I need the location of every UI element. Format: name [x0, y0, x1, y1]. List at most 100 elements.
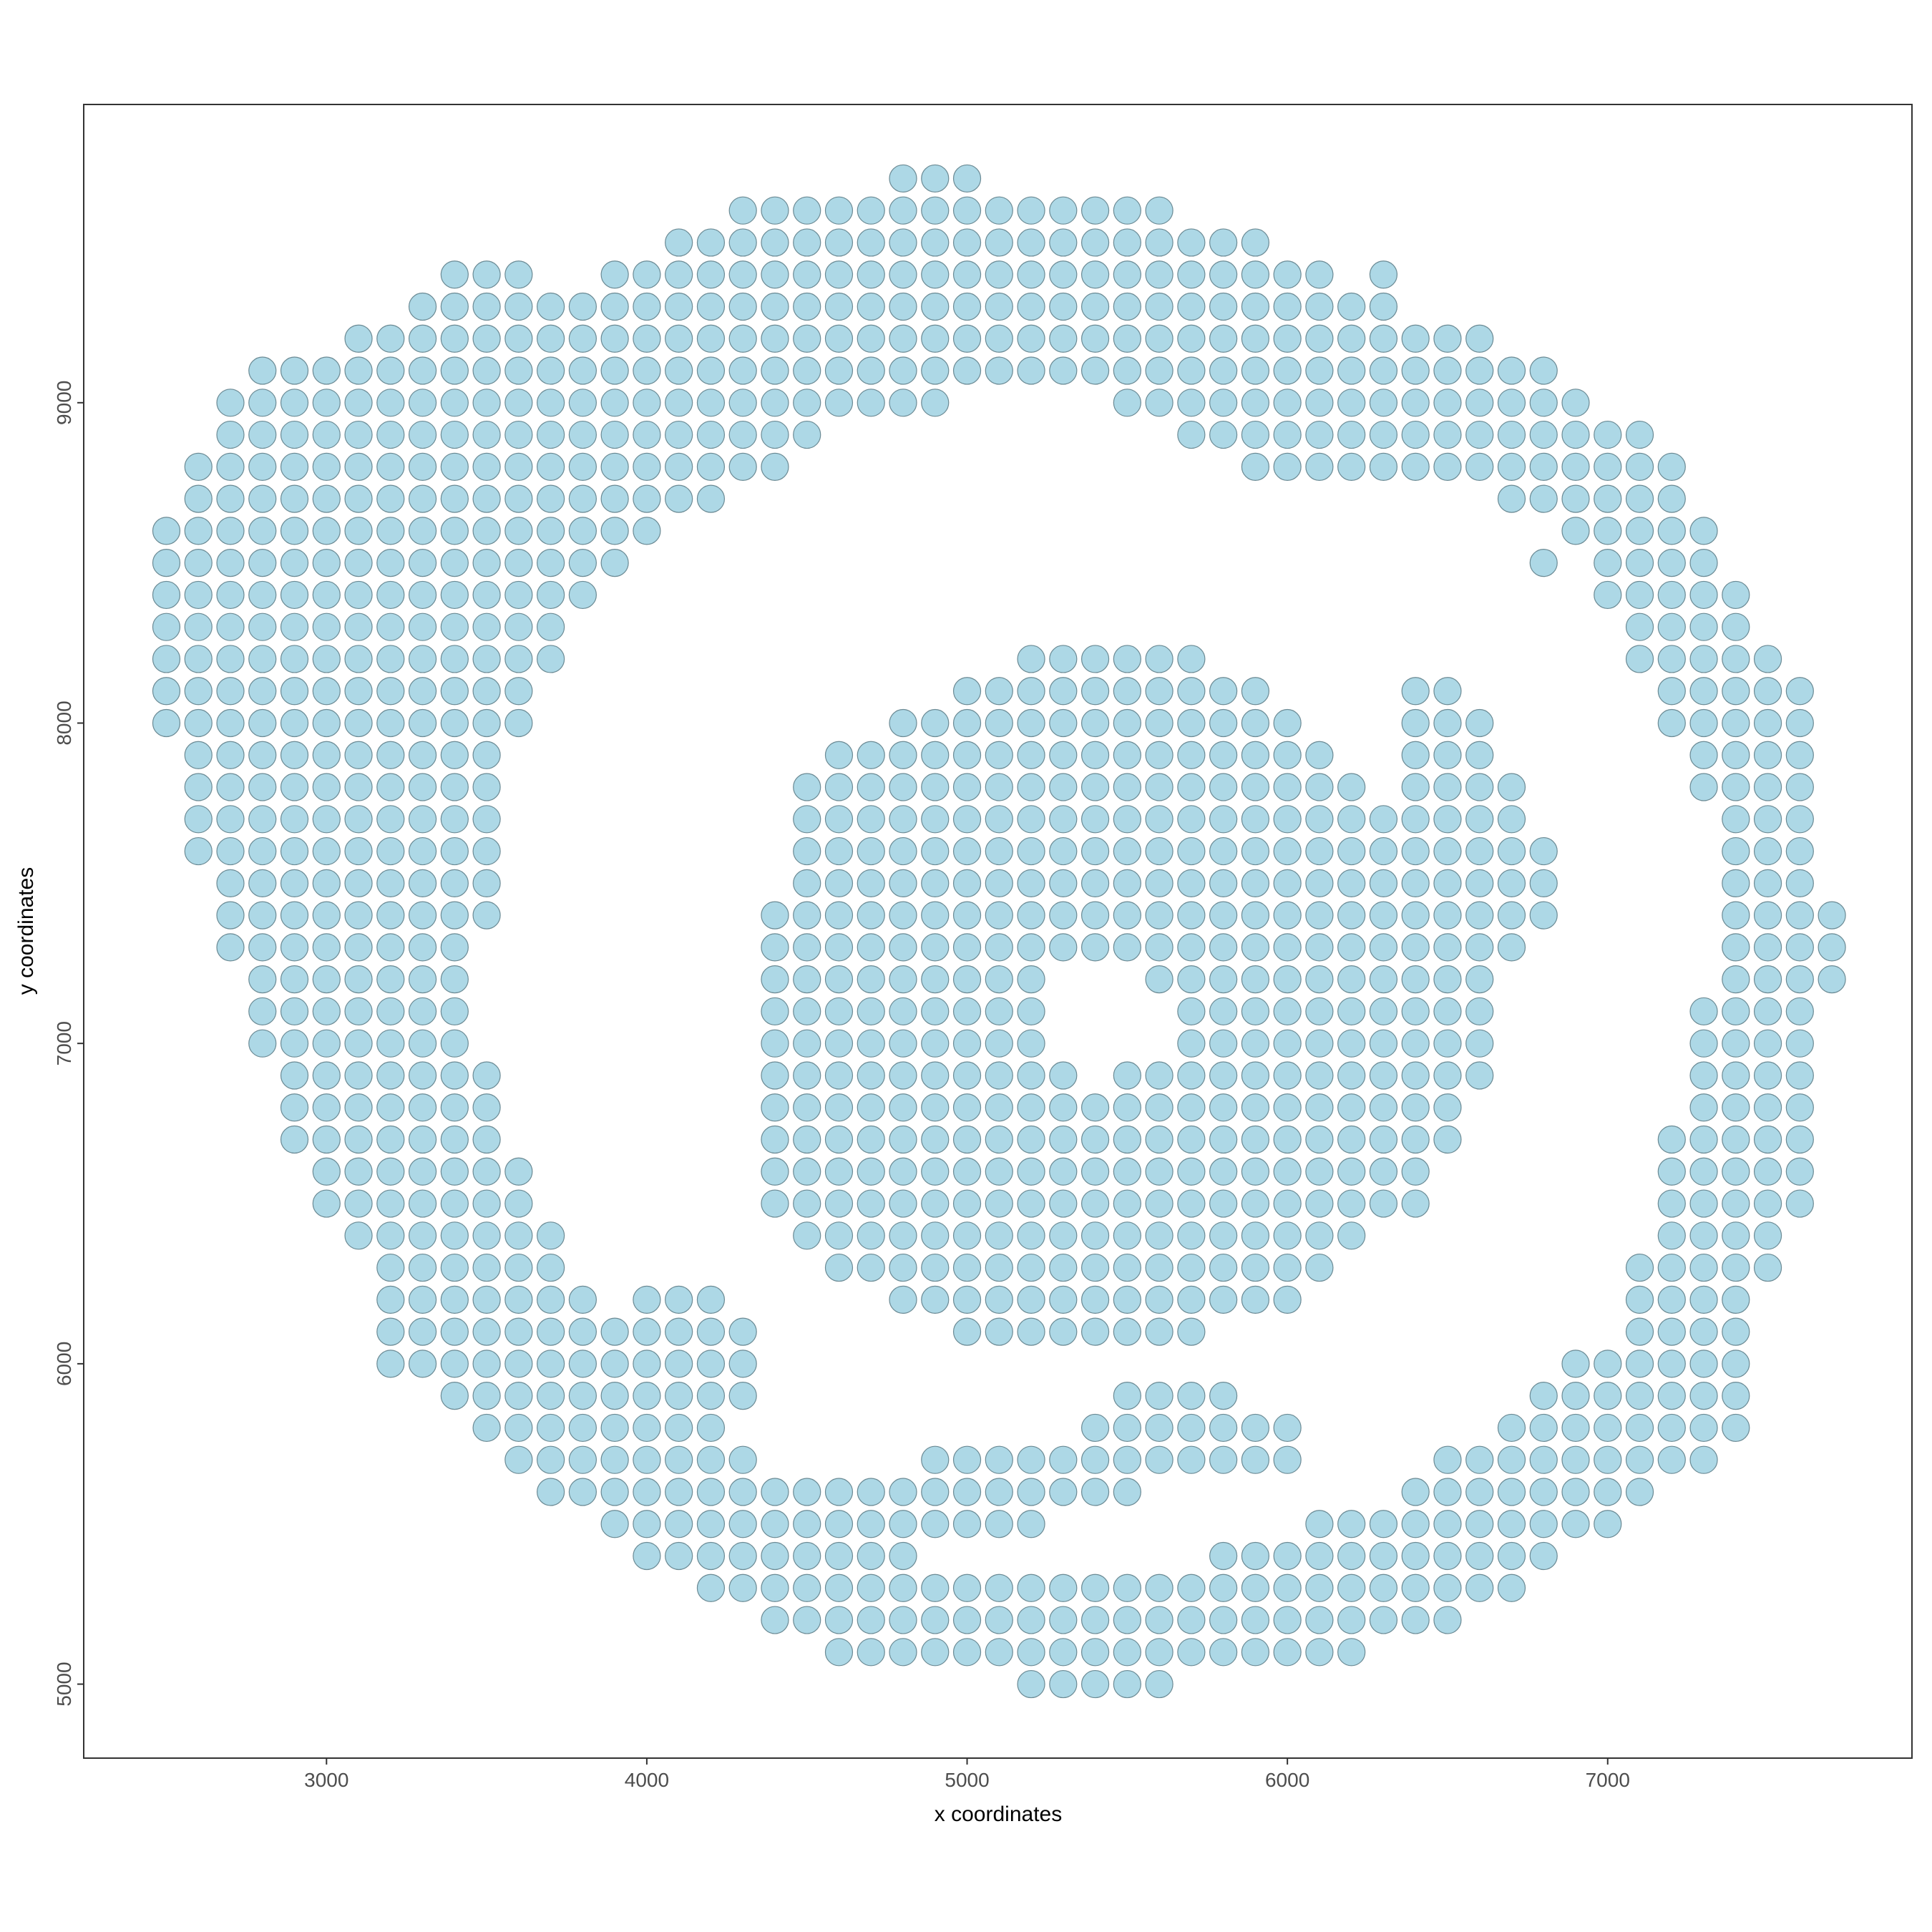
point — [633, 517, 661, 545]
point — [824, 1157, 854, 1186]
point — [857, 1061, 885, 1090]
point — [1145, 677, 1174, 706]
point — [633, 292, 661, 321]
point — [1401, 1606, 1430, 1634]
point — [728, 452, 757, 481]
point — [216, 805, 245, 834]
y-axis-title: y coordinates — [14, 867, 38, 995]
point — [1177, 260, 1206, 289]
point — [1209, 260, 1238, 289]
point — [761, 1510, 789, 1538]
point — [184, 741, 213, 769]
point — [1753, 708, 1782, 738]
point — [312, 549, 341, 577]
x-tick-label: 6000 — [1265, 1769, 1309, 1791]
point — [1080, 1478, 1110, 1506]
point — [504, 292, 533, 321]
point — [1049, 677, 1078, 706]
point — [504, 389, 533, 417]
point — [985, 933, 1013, 962]
point — [1529, 1510, 1558, 1538]
point — [376, 836, 405, 866]
point — [761, 1478, 789, 1506]
point — [1337, 1574, 1366, 1602]
point — [408, 1253, 437, 1282]
point — [1722, 1253, 1750, 1282]
point — [1177, 1638, 1206, 1667]
point — [1337, 805, 1366, 834]
point — [408, 1350, 437, 1378]
point — [889, 228, 917, 257]
point — [952, 1510, 982, 1538]
point — [1337, 420, 1366, 449]
x-tick-label: 5000 — [945, 1769, 989, 1791]
point — [1241, 1638, 1269, 1667]
point — [248, 420, 277, 449]
point — [1722, 645, 1750, 673]
point — [1113, 901, 1141, 930]
point — [1689, 773, 1718, 801]
point — [1465, 420, 1494, 449]
point — [408, 965, 437, 994]
point — [1497, 805, 1526, 834]
point — [1337, 836, 1366, 866]
point — [1145, 1669, 1174, 1699]
point — [952, 1125, 982, 1154]
point — [1209, 741, 1238, 769]
point — [472, 324, 501, 353]
point — [440, 869, 469, 897]
point — [280, 773, 309, 801]
point — [1049, 773, 1078, 801]
point — [952, 1061, 982, 1090]
point — [985, 1093, 1013, 1122]
point — [504, 1317, 533, 1346]
point — [1433, 1574, 1462, 1602]
point — [921, 292, 950, 321]
point — [1337, 324, 1366, 353]
point — [1273, 1606, 1302, 1634]
point — [1017, 1221, 1045, 1250]
point — [1145, 292, 1174, 321]
point — [312, 1061, 341, 1090]
point — [921, 869, 950, 897]
point — [216, 933, 245, 962]
point — [952, 1606, 982, 1634]
point — [1401, 836, 1430, 866]
point — [408, 324, 437, 353]
point — [248, 356, 277, 385]
point — [1529, 869, 1558, 897]
point — [1465, 901, 1494, 930]
point — [1113, 1253, 1141, 1282]
point — [793, 292, 821, 321]
point — [1049, 292, 1078, 321]
point — [1753, 1221, 1782, 1250]
point — [728, 1445, 757, 1474]
point — [600, 260, 629, 289]
point — [1657, 645, 1686, 673]
point — [1433, 933, 1462, 962]
point — [472, 517, 501, 545]
point — [728, 1350, 757, 1378]
point — [728, 389, 757, 417]
point — [1273, 933, 1302, 962]
point — [1337, 933, 1366, 962]
point — [1497, 452, 1526, 481]
point — [1241, 356, 1269, 385]
point — [1049, 1606, 1078, 1634]
point — [1305, 1253, 1334, 1282]
point — [376, 1221, 405, 1250]
point — [440, 1125, 469, 1154]
point — [408, 1125, 437, 1154]
point — [952, 708, 982, 738]
point — [952, 1157, 982, 1186]
point — [985, 901, 1013, 930]
point — [921, 1606, 950, 1634]
point — [472, 389, 501, 417]
point — [1273, 965, 1302, 994]
point — [568, 549, 597, 577]
point — [1241, 997, 1269, 1026]
point — [665, 484, 693, 513]
point — [216, 517, 245, 545]
point — [376, 356, 405, 385]
point — [568, 1413, 597, 1443]
